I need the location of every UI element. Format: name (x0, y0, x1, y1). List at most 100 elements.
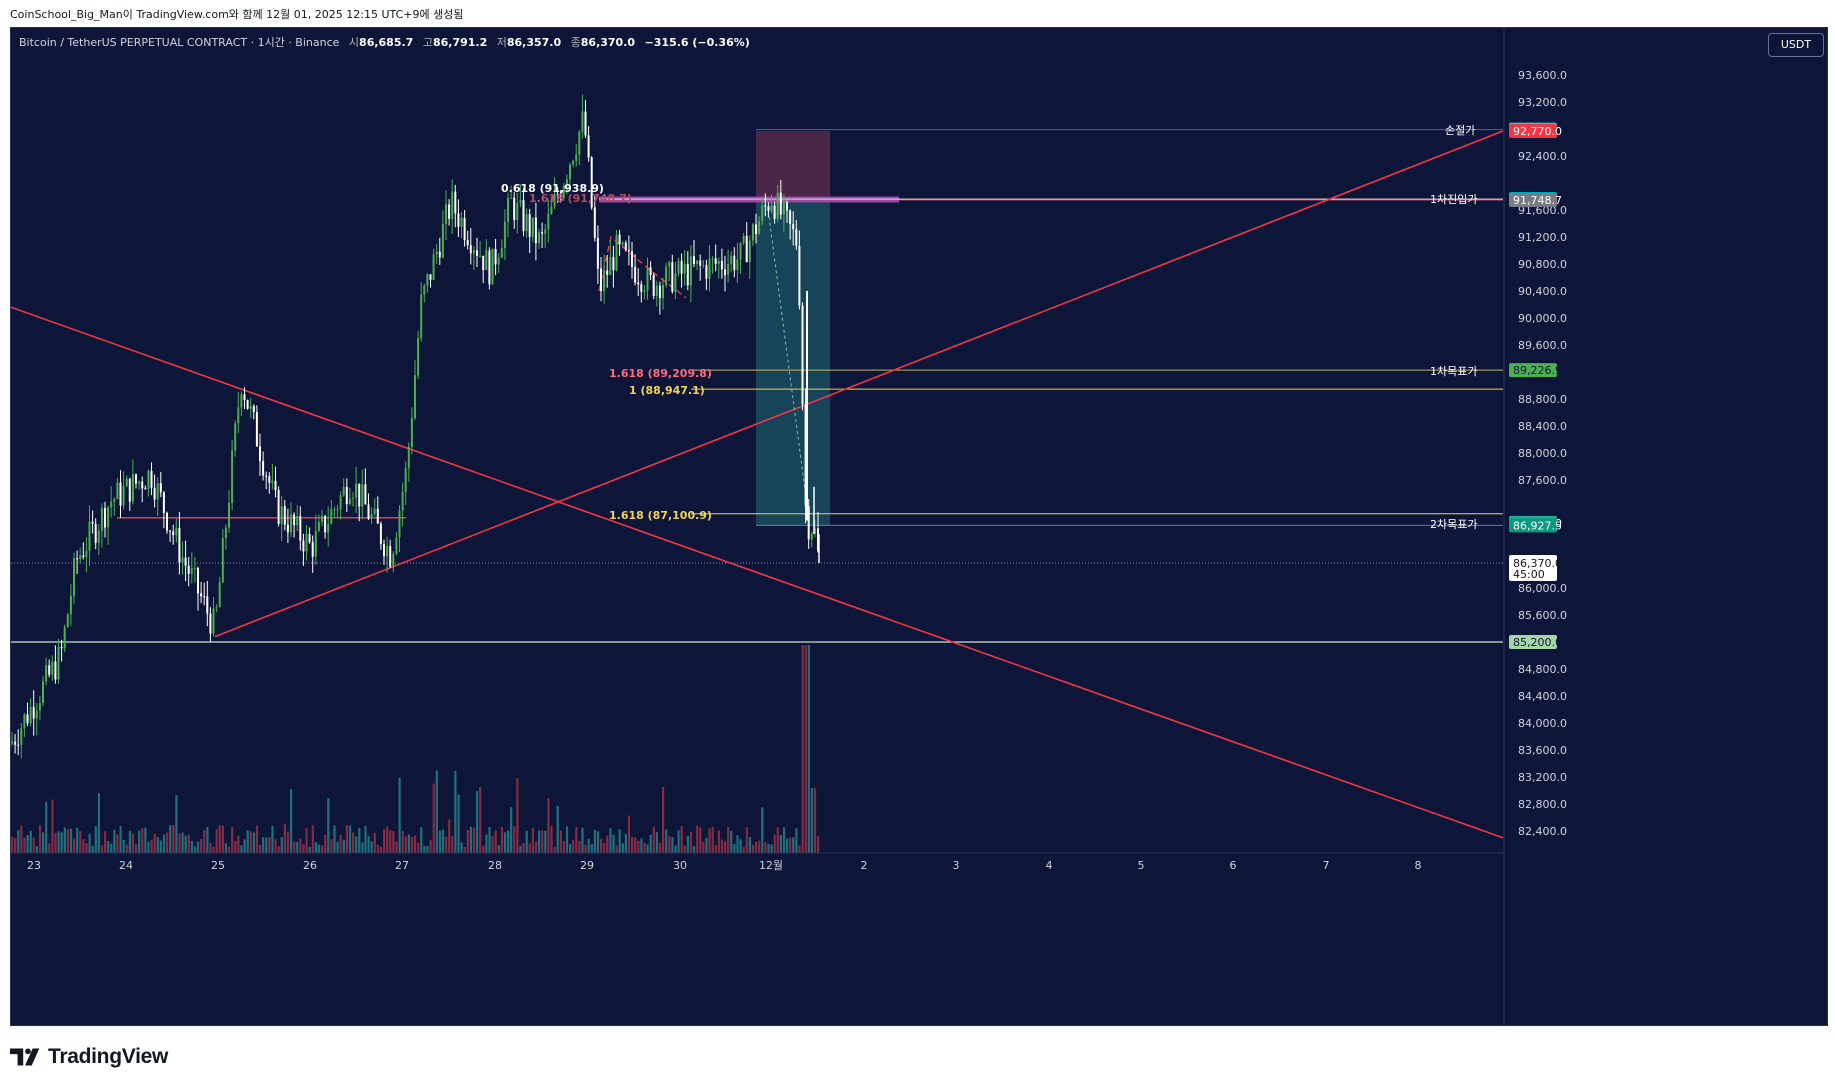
price-tag-text-tag-91748: 91,748.7 (1513, 194, 1562, 207)
volume-bar (445, 836, 448, 853)
candle-down (209, 607, 212, 642)
candle-up (810, 531, 813, 548)
candle-body (609, 257, 612, 275)
candle-down (584, 100, 587, 139)
candle-body (631, 251, 633, 267)
volume-bar (516, 778, 519, 853)
volume-bar (333, 825, 336, 853)
candle-body (745, 235, 748, 263)
volume-bar (792, 837, 795, 853)
volume-bar (711, 826, 714, 853)
candle-body (361, 484, 364, 507)
candle-down (513, 192, 516, 229)
volume-bar (376, 844, 379, 853)
candle-body (48, 665, 51, 675)
candle-up (290, 502, 292, 538)
price-chart[interactable]: 0.618 (91,938.9) 1.618 (91,748.7) 1.618 … (11, 28, 1828, 1026)
candle-body (203, 596, 206, 598)
candle-down (376, 496, 379, 524)
candle-body (742, 235, 745, 243)
candle-body (200, 593, 203, 597)
candle-down (383, 539, 385, 565)
currency-button[interactable]: USDT (1768, 33, 1824, 57)
candle-up (441, 210, 444, 259)
candle-up (525, 208, 528, 238)
candle-body (624, 242, 627, 250)
candle-body (562, 185, 565, 199)
candle-down (389, 539, 392, 569)
candle-body (234, 423, 237, 451)
candle-down (593, 195, 596, 242)
candle-body (649, 267, 652, 275)
candle-body (327, 523, 330, 533)
candle-up (479, 241, 482, 258)
candle-up (569, 162, 571, 192)
volume-bar (689, 831, 693, 853)
volume-bar (795, 828, 798, 853)
candle-down (200, 581, 203, 604)
chart-area[interactable]: 0.618 (91,938.9) 1.618 (91,748.7) 1.618 … (10, 27, 1828, 1026)
volume-bar (742, 846, 745, 853)
candle-body (810, 533, 813, 540)
candle-up (156, 477, 159, 516)
candle-body (643, 290, 646, 292)
volume-bar (237, 835, 240, 853)
candle-down (699, 254, 702, 281)
candle-up (116, 477, 119, 500)
volume-bar (438, 830, 441, 853)
candle-down (556, 186, 559, 203)
symbol-name[interactable]: Bitcoin / TetherUS PERPETUAL CONTRACT · … (19, 36, 340, 49)
candle-down (773, 201, 776, 224)
volume-bar (668, 836, 671, 853)
symbol-legend[interactable]: Bitcoin / TetherUS PERPETUAL CONTRACT · … (19, 34, 750, 50)
candle-up (218, 576, 221, 608)
candle-body (677, 260, 680, 274)
volume-bar (460, 842, 463, 853)
candle-down (172, 524, 175, 545)
candle-body (212, 608, 215, 634)
candle-up (782, 194, 785, 232)
candle-body (513, 197, 516, 221)
volume-bar (97, 793, 100, 853)
candle-up (572, 159, 575, 168)
candle-down (91, 510, 94, 534)
candle-up (761, 196, 764, 226)
volume-bar (637, 840, 640, 853)
candle-body (789, 210, 792, 225)
horizontal-levels (11, 129, 1503, 643)
candle-up (88, 505, 91, 566)
candle-body (779, 192, 782, 215)
candle-up (100, 503, 103, 548)
candle-body (156, 483, 159, 500)
open-value: 86,685.7 (359, 36, 414, 49)
candle-body (314, 530, 317, 557)
volume-bar (522, 843, 525, 853)
candle-down (733, 247, 736, 278)
candle-down (817, 511, 819, 553)
candle-body (699, 260, 702, 266)
price-axis: 93,600.0 93,200.0 92,400.0 91,600.0 91,200.0… (1503, 28, 1567, 1025)
candle-up (748, 235, 751, 279)
volume-bar (125, 844, 128, 853)
candle-down (308, 527, 311, 544)
candle-body (262, 460, 265, 476)
volume-bar (314, 842, 317, 853)
candle-up (110, 486, 113, 518)
candle-down (541, 222, 544, 248)
candle-body (76, 558, 79, 560)
volume-bar (82, 839, 85, 853)
volume-bar (457, 794, 460, 853)
candle-up (38, 695, 41, 721)
volume-bar (172, 825, 175, 853)
candle-up (404, 461, 407, 505)
candle-up (531, 217, 534, 243)
candle-body (705, 265, 708, 279)
volume-bar (184, 835, 187, 853)
candle-body (720, 260, 723, 270)
tradingview-logo[interactable]: TradingView (10, 1044, 168, 1070)
candle-body (807, 506, 810, 540)
candle-down (255, 405, 258, 447)
volume-bar (786, 838, 789, 853)
volume-bar (469, 826, 472, 853)
candle-body (587, 135, 590, 158)
